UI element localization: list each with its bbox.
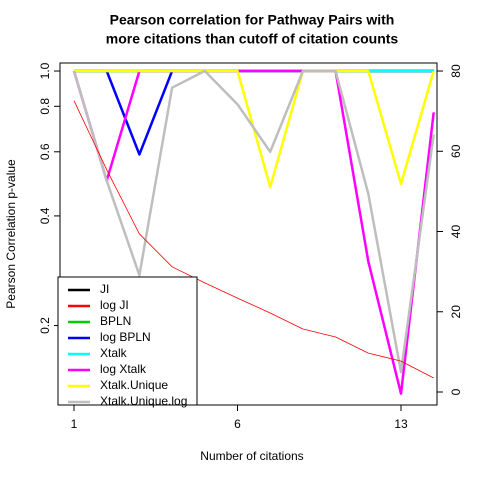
series-line [73, 100, 434, 379]
y-axis-label: Pearson Correlation p-value [4, 159, 18, 309]
y-tick-label: 0.2 [38, 317, 52, 334]
chart-title: more citations than cutoff of citation c… [106, 31, 399, 47]
legend-label: Xtalk [100, 346, 128, 360]
y-tick-label: 0.8 [38, 98, 52, 115]
legend-label: Xtalk.Unique.log [100, 394, 187, 408]
y2-tick-label: 0 [449, 388, 463, 395]
legend-label: log BPLN [100, 330, 151, 344]
y2-tick-label: 40 [449, 225, 463, 239]
legend-label: BPLN [100, 314, 131, 328]
legend-label: Xtalk.Unique [100, 378, 168, 392]
y-tick-label: 1.0 [38, 62, 52, 79]
y2-tick-label: 60 [449, 144, 463, 158]
x-tick-label: 6 [234, 417, 241, 431]
chart-title: Pearson correlation for Pathway Pairs wi… [110, 12, 395, 28]
y2-tick-label: 80 [449, 64, 463, 78]
y2-tick-label: 20 [449, 305, 463, 319]
x-tick-label: 1 [71, 417, 78, 431]
x-axis-label: Number of citations [200, 449, 303, 463]
y-tick-label: 0.4 [38, 207, 52, 224]
legend-box [57, 276, 198, 406]
x-tick-label: 13 [394, 417, 408, 431]
series-line [72, 69, 435, 374]
legend-label: log Xtalk [100, 362, 147, 376]
y-tick-label: 0.6 [38, 143, 52, 160]
series-line [72, 69, 435, 395]
legend-label: log JI [100, 298, 129, 312]
plot-frame [59, 62, 438, 406]
legend-label: JI [100, 282, 109, 296]
